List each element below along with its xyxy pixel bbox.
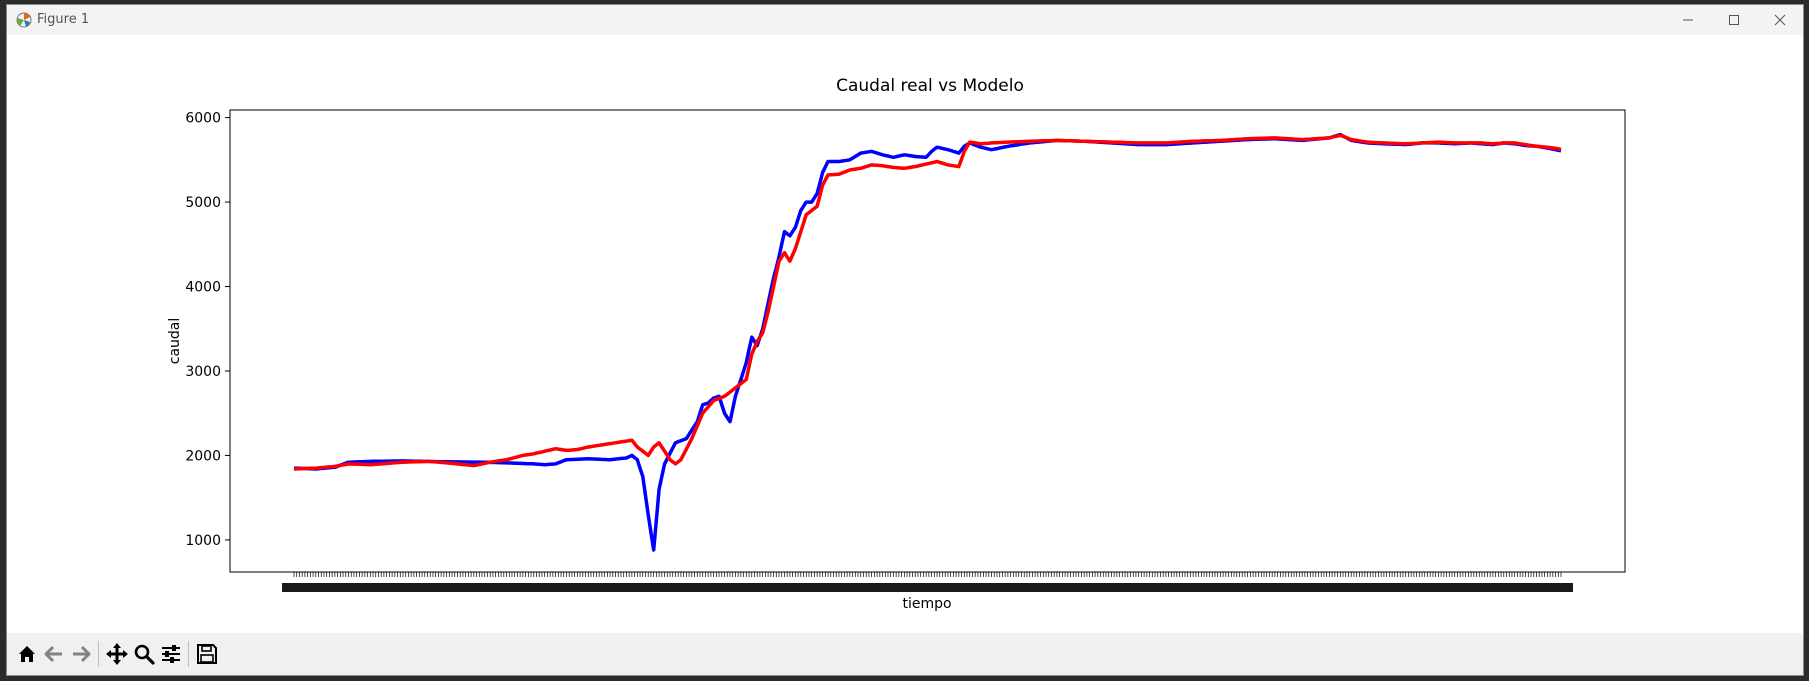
navigation-toolbar (7, 633, 1803, 675)
title-bar[interactable]: Figure 1 (7, 5, 1803, 35)
x-tick-labels-overlapping (282, 583, 1573, 592)
y-tick-label: 1000 (185, 533, 221, 549)
home-button[interactable] (13, 639, 40, 669)
y-tick-label: 3000 (185, 364, 221, 380)
arrow-left-icon (44, 645, 62, 663)
save-button[interactable] (193, 639, 220, 669)
back-button[interactable] (40, 639, 67, 669)
x-axis-label: tiempo (902, 596, 951, 612)
arrow-right-icon (72, 645, 90, 663)
close-button[interactable] (1757, 5, 1803, 35)
series-line-red (293, 133, 1562, 471)
home-icon (18, 646, 35, 662)
y-tick-label: 4000 (185, 280, 221, 296)
zoom-button[interactable] (130, 639, 157, 669)
plot-frame (229, 109, 1626, 573)
figure-canvas[interactable]: Caudal real vs Modelo 1000 2000 3000 4000 50… (7, 35, 1803, 633)
configure-subplots-button[interactable] (157, 639, 184, 669)
y-tick-label: 2000 (185, 448, 221, 464)
toolbar-separator (188, 641, 189, 667)
maximize-button[interactable] (1711, 5, 1757, 35)
floppy-disk-icon (196, 644, 217, 664)
matplotlib-logo-icon (16, 12, 32, 28)
maximize-icon (1729, 15, 1739, 25)
figure-window: Figure 1 Caudal real vs Modelo 1000 2000 3… (6, 4, 1804, 676)
minimize-icon (1683, 19, 1693, 21)
magnifier-icon (134, 644, 155, 665)
chart-title: Caudal real vs Modelo (836, 76, 1024, 96)
y-tick-label: 6000 (185, 111, 221, 127)
sliders-icon (161, 645, 180, 663)
close-icon (1774, 14, 1786, 26)
y-axis-label: caudal (167, 318, 183, 365)
move-icon (105, 643, 128, 665)
pan-button[interactable] (103, 639, 130, 669)
forward-button[interactable] (67, 639, 94, 669)
minimize-button[interactable] (1665, 5, 1711, 35)
line-chart: Caudal real vs Modelo 1000 2000 3000 4000 50… (7, 35, 1803, 633)
toolbar-separator (98, 641, 99, 667)
y-tick-label: 5000 (185, 195, 221, 211)
window-title: Figure 1 (37, 12, 90, 27)
